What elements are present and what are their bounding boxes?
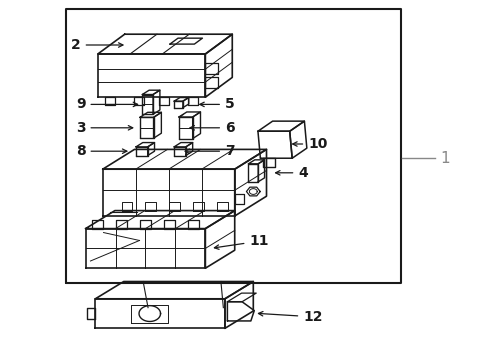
Text: 6: 6 [190,121,234,135]
Text: 11: 11 [214,234,268,249]
Text: 9: 9 [76,98,137,111]
Text: 1: 1 [439,151,449,166]
Text: 7: 7 [185,144,234,158]
Text: 4: 4 [275,166,307,180]
Text: 3: 3 [76,121,132,135]
Text: 12: 12 [258,310,322,324]
Text: 5: 5 [200,98,234,111]
Text: 8: 8 [76,144,126,158]
Text: 2: 2 [71,38,122,52]
Text: 10: 10 [292,137,327,151]
